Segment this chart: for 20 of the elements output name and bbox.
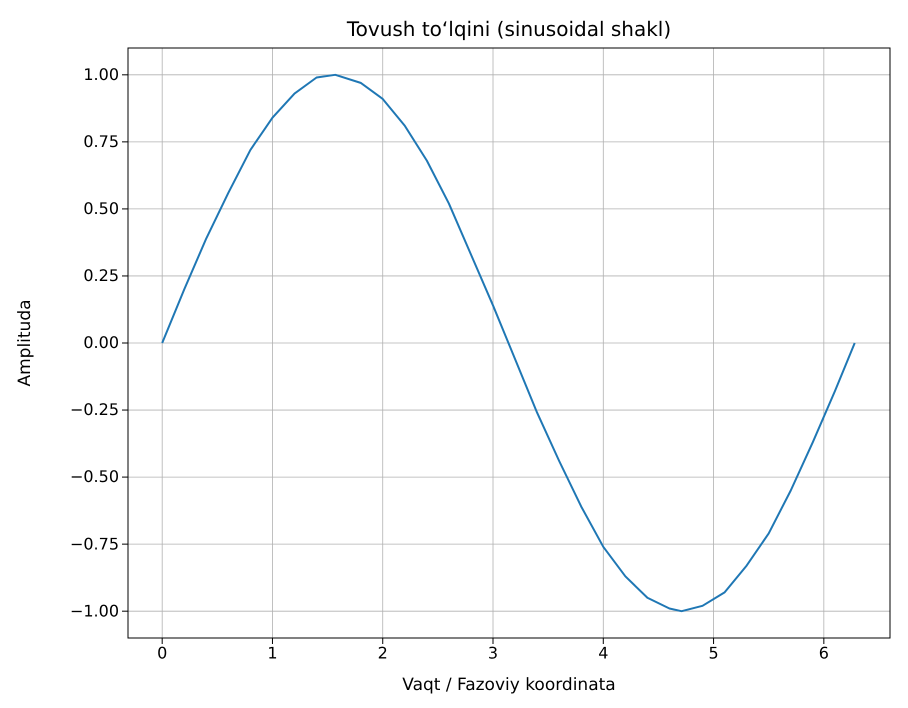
y-tick-label: −0.25 (70, 400, 119, 420)
x-tick-label: 0 (157, 643, 168, 662)
y-tick-label: 0.25 (83, 266, 119, 286)
x-axis-title: Vaqt / Fazoviy koordinata (402, 675, 616, 695)
y-tick-label: −0.50 (70, 467, 119, 486)
y-tick-label: 1.00 (83, 64, 119, 84)
x-tick-label: 6 (818, 643, 829, 662)
x-tick-label: 4 (598, 643, 608, 662)
x-tick-label: 5 (708, 643, 719, 662)
y-tick-label: 0.75 (83, 132, 119, 151)
y-axis-title: Amplituda (15, 299, 35, 387)
y-tick-label: −1.00 (70, 601, 119, 620)
x-tick-label: 1 (267, 643, 278, 662)
y-tick-label: 0.50 (83, 199, 119, 218)
y-tick-label: 0.00 (83, 333, 119, 352)
line-series (161, 74, 856, 612)
chart-title: Tovush to‘lqini (sinusoidal shakl) (346, 17, 672, 41)
x-tick-label: 3 (488, 643, 498, 662)
x-tick-label: 2 (378, 643, 388, 662)
y-tick-label: −0.75 (70, 534, 119, 554)
